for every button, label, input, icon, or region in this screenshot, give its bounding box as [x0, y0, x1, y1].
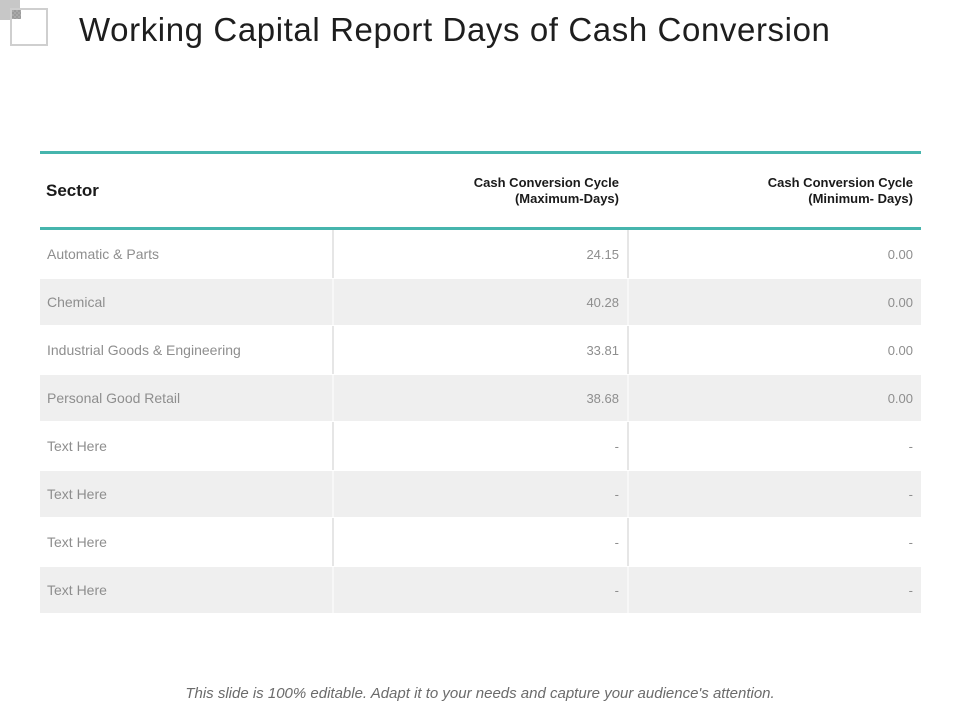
sector-cell: Automatic & Parts: [47, 246, 160, 262]
min-days-cell: -: [627, 471, 921, 517]
sector-cell: Text Here: [47, 582, 107, 598]
sector-cell: Personal Good Retail: [47, 390, 181, 406]
slide-title: Working Capital Report Days of Cash Conv…: [79, 11, 831, 48]
table-row: Automatic & Parts 24.15 0.00: [40, 230, 921, 278]
min-days-cell: 0.00: [627, 230, 921, 278]
max-days-cell: 40.28: [332, 279, 627, 325]
column-header-max-days: Cash Conversion Cycle (Maximum-Days): [473, 174, 619, 206]
cash-conversion-table: Sector Cash Conversion Cycle (Maximum-Da…: [40, 151, 921, 614]
min-days-cell: 0.00: [627, 375, 921, 421]
table-row: Text Here - -: [40, 518, 921, 566]
sector-cell: Text Here: [47, 534, 107, 550]
logo-checker-chip: [12, 10, 21, 19]
table-body: Automatic & Parts 24.15 0.00 Chemical 40…: [40, 230, 921, 614]
min-days-cell: -: [627, 567, 921, 613]
table-row: Text Here - -: [40, 566, 921, 614]
column-header-min-days: Cash Conversion Cycle (Minimum- Days): [767, 174, 913, 206]
max-days-cell: -: [332, 567, 627, 613]
table-row: Text Here - -: [40, 470, 921, 518]
max-days-cell: -: [332, 471, 627, 517]
max-days-cell: -: [332, 422, 627, 470]
sector-cell: Text Here: [47, 486, 107, 502]
sector-cell: Industrial Goods & Engineering: [47, 342, 241, 358]
table-row: Industrial Goods & Engineering 33.81 0.0…: [40, 326, 921, 374]
table-row: Text Here - -: [40, 422, 921, 470]
max-days-cell: 38.68: [332, 375, 627, 421]
footer-note: This slide is 100% editable. Adapt it to…: [185, 685, 775, 702]
min-days-cell: -: [627, 518, 921, 566]
sector-cell: Text Here: [47, 438, 107, 454]
min-days-cell: -: [627, 422, 921, 470]
min-days-cell: 0.00: [627, 326, 921, 374]
column-header-sector: Sector: [46, 180, 99, 200]
table-row: Personal Good Retail 38.68 0.00: [40, 374, 921, 422]
min-days-cell: 0.00: [627, 279, 921, 325]
table-row: Chemical 40.28 0.00: [40, 278, 921, 326]
max-days-cell: 33.81: [332, 326, 627, 374]
max-days-cell: -: [332, 518, 627, 566]
max-days-cell: 24.15: [332, 230, 627, 278]
sector-cell: Chemical: [47, 294, 106, 310]
table-header-row: Sector Cash Conversion Cycle (Maximum-Da…: [40, 154, 921, 230]
